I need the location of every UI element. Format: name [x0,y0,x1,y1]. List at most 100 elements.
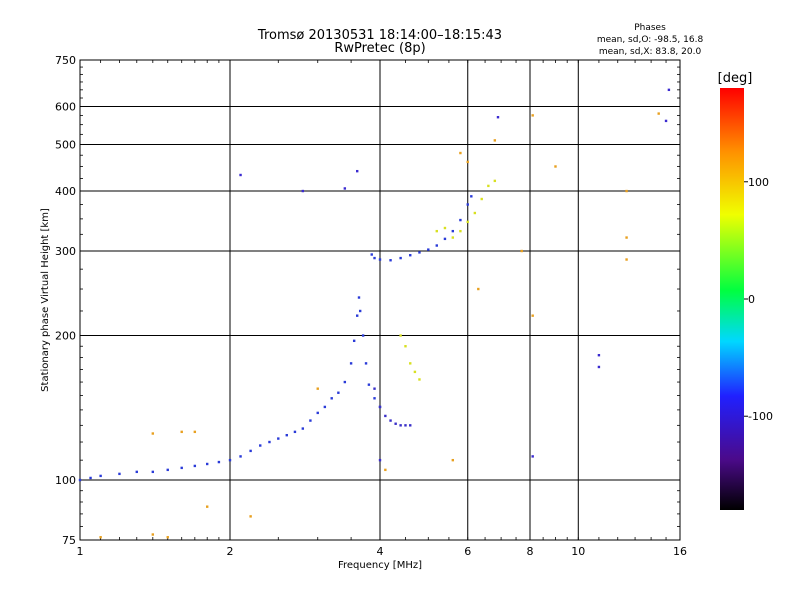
echo-point [480,197,483,201]
echo-point [268,440,271,444]
echo-point [466,220,469,224]
echo-point [459,218,462,222]
echo-point [531,314,534,317]
echo-point [451,458,455,462]
echo-point [493,139,497,142]
axis-ticks [80,60,680,540]
echo-point [389,259,392,262]
echo-point [399,256,402,260]
echo-point [399,334,402,337]
x-tick-label: 8 [527,545,534,558]
echo-point [135,470,138,474]
echo-point [664,119,668,123]
x-axis-label: Frequency [MHz] [338,560,422,571]
echo-point [217,460,221,464]
echo-point [193,464,197,468]
chart-subtitle: RwPretec (8p) [334,41,425,56]
echo-point [352,339,356,343]
echo-point [343,187,347,190]
phases-o-mode-stats: mean, sd,O: -98.5, 16.8 [597,35,704,45]
chart-title: Tromsø 20130531 18:14:00–18:15:43 [257,28,502,43]
echo-point [373,256,376,260]
echo-point [404,424,407,427]
echo-point [78,478,82,482]
x-tick-label: 10 [571,545,585,558]
echo-point [277,437,280,440]
echo-point [389,419,392,422]
echo-point [249,515,252,518]
y-tick-label: 75 [62,534,76,547]
echo-point [118,472,121,476]
echo-point [364,362,368,365]
echo-point [451,229,455,233]
echo-point [451,236,455,239]
echo-point [384,468,387,472]
x-tick-label: 16 [673,545,687,558]
echo-point [337,391,340,394]
colorbar-tick-label: 100 [748,176,769,189]
echo-point [409,254,412,257]
echo-point [99,536,102,539]
echo-point [597,365,601,369]
y-tick-label: 500 [55,139,76,152]
echo-point [409,362,412,365]
echo-point [323,405,327,409]
echo-point [378,258,382,261]
y-tick-label: 100 [55,474,76,487]
echo-point [473,211,477,215]
echo-point [166,536,169,539]
echo-point [151,432,155,435]
colorbar-label: [deg] [718,71,753,86]
y-tick-label: 750 [55,54,76,67]
echo-point [301,189,305,193]
echo-point [166,468,169,472]
y-tick-label: 400 [55,185,76,198]
phases-x-mode-stats: mean, sd,X: 83.8, 20.0 [599,47,702,57]
echo-point [378,405,382,409]
echo-point [597,353,601,357]
y-tick-label: 200 [55,330,76,343]
colorbar-ticks: 100 0 -100 [744,176,773,423]
echo-point [301,427,305,430]
echo-point [370,253,373,256]
echo-point [409,424,412,427]
echo-point [477,287,480,291]
echo-point [349,362,353,365]
echo-point [249,449,252,453]
echo-point [259,444,262,447]
echo-point [309,419,312,422]
echo-point [496,116,500,119]
x-tick-label: 6 [464,545,471,558]
echo-point [151,470,155,474]
echo-point [239,173,242,177]
echo-point [418,251,421,254]
x-tick-labels: 1 2 4 6 8 10 16 [77,545,688,558]
echo-point [418,378,421,381]
x-tick-label: 2 [227,545,234,558]
echo-point [427,248,430,251]
echo-point [394,422,397,425]
echo-point [355,169,359,173]
echo-point [373,397,376,400]
echo-point [399,424,402,427]
echo-point [531,455,534,458]
echo-point [355,314,359,317]
echo-point [367,383,371,386]
y-tick-label: 600 [55,101,76,114]
echo-point [657,112,660,115]
echo-point [205,462,209,466]
echo-point [384,414,387,418]
echo-point [180,430,183,434]
y-tick-label: 300 [55,245,76,258]
echo-point [151,533,155,536]
y-tick-labels: 75 100 200 300 400 500 600 750 [55,54,76,547]
echo-point [239,455,242,458]
echo-point [205,505,209,508]
colorbar [720,88,744,510]
echo-point [531,114,534,117]
x-tick-label: 4 [377,545,384,558]
colorbar-tick-label: -100 [748,410,773,423]
echo-point [193,430,197,434]
echo-point [459,151,462,155]
